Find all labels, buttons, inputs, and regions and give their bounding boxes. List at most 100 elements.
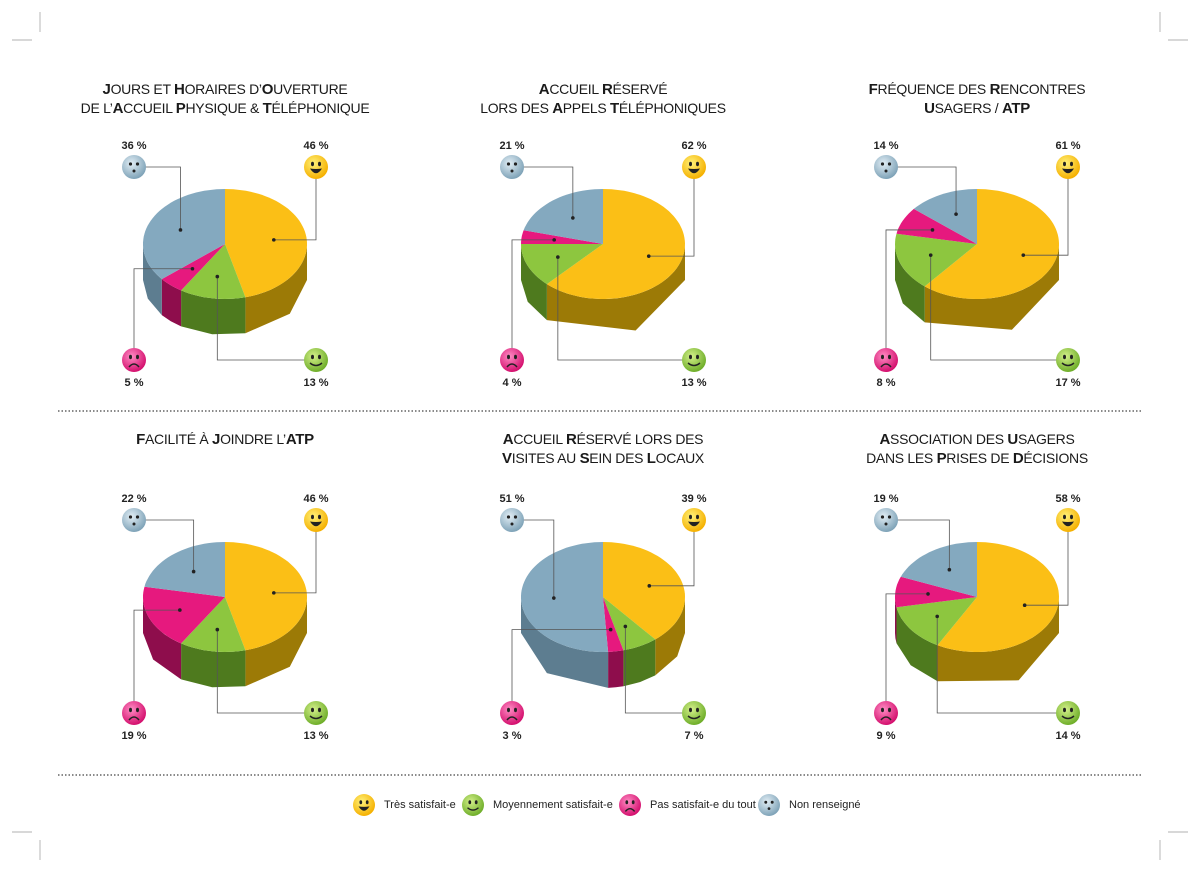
title-segment: LORS DES: [480, 100, 553, 116]
leader-dot: [552, 238, 556, 242]
title-segment: O: [261, 81, 274, 98]
chart-title-3: FRÉQUENCE DES RENCONTRES USAGERS / ATP: [797, 80, 1157, 118]
title-segment: ACILITÉ À: [145, 431, 213, 447]
face-pas-icon: [500, 348, 524, 372]
pie-chart-1: [122, 155, 328, 372]
value-label-moyen: 13 %: [681, 377, 707, 389]
leader-dot: [178, 608, 182, 612]
pie-slice-tres: [937, 542, 1059, 652]
pie-side-non: [521, 597, 609, 688]
title-segment: R: [565, 431, 577, 448]
pie-side-non: [143, 244, 162, 316]
leader-dot: [556, 255, 560, 259]
legend-item-non: Non renseigné: [757, 793, 861, 817]
value-label-moyen: 13 %: [303, 730, 329, 742]
leader-line: [511, 239, 555, 360]
pie-side-moyen: [521, 244, 547, 321]
face-tres-icon: [682, 508, 706, 532]
title-segment: F: [868, 81, 878, 98]
leader-line: [133, 609, 180, 713]
chart-title-4: FACILITÉ À JOINDRE L’ATP: [45, 430, 405, 449]
pie-side-moyen: [181, 290, 246, 335]
title-segment: CCUEIL: [549, 81, 602, 97]
legend-item-moyen: Moyennement satisfait-e: [461, 793, 613, 817]
title-segment: A: [112, 100, 124, 117]
leader-line: [134, 166, 181, 230]
face-tres-icon: [304, 508, 328, 532]
leader-line: [885, 229, 933, 360]
leader-line: [216, 629, 316, 714]
leader-line: [885, 593, 929, 713]
pie-slice-tres: [924, 189, 1059, 299]
pie-slice-tres: [225, 542, 307, 651]
legend-pas-icon: [619, 794, 641, 816]
legend-label: Non renseigné: [789, 799, 861, 811]
leader-line: [557, 257, 694, 361]
legend-item-pas: Pas satisfait-e du tout: [618, 793, 756, 817]
value-label-tres: 39 %: [681, 493, 707, 505]
legend-item-tres: Très satisfait-e: [352, 793, 456, 817]
title-segment: P: [175, 100, 186, 117]
pie-side-tres: [245, 597, 307, 687]
pie-slice-moyen: [896, 597, 977, 646]
legend-label: Moyennement satisfait-e: [493, 799, 613, 811]
title-segment: ÉSERVÉ LORS DES: [576, 431, 704, 447]
leader-dot: [623, 624, 628, 629]
title-segment: H: [174, 81, 185, 98]
leader-line: [648, 167, 695, 257]
leader-dot: [1021, 253, 1026, 257]
pie-slice-non: [144, 542, 225, 597]
leader-line: [886, 519, 950, 570]
leader-line: [134, 519, 195, 572]
value-label-moyen: 13 %: [303, 377, 329, 389]
pie-slice-non: [521, 542, 609, 652]
pie-side-moyen: [895, 244, 925, 323]
value-label-tres: 58 %: [1055, 493, 1081, 505]
title-segment: SSOCIATION DES: [890, 431, 1008, 447]
title-segment: A: [879, 431, 891, 448]
pie-slice-pas: [521, 230, 603, 244]
title-segment: RÉQUENCE DES: [877, 81, 990, 97]
face-moyen-icon: [682, 348, 706, 372]
leader-line: [624, 626, 694, 714]
leader-dot: [930, 228, 935, 232]
title-segment: ATP: [285, 431, 314, 448]
leader-line: [512, 166, 574, 218]
pie-slice-pas: [895, 576, 977, 608]
leader-line: [133, 268, 193, 360]
legend-moyen-icon: [462, 794, 484, 816]
value-label-pas: 9 %: [876, 730, 896, 742]
chart-title-5: ACCUEIL RÉSERVÉ LORS DES VISITES AU SEIN …: [423, 430, 783, 468]
pie-side-tres: [655, 597, 685, 676]
face-non-icon: [500, 155, 524, 179]
leader-dot: [178, 228, 183, 232]
face-pas-icon: [122, 701, 146, 725]
leader-line: [273, 520, 317, 594]
value-label-pas: 19 %: [121, 730, 147, 742]
legend-label: Très satisfait-e: [384, 799, 456, 811]
title-segment: T: [262, 100, 272, 117]
title-segment: F: [136, 431, 146, 448]
pie-side-moyen: [181, 643, 246, 688]
title-segment: ORAIRES D’: [184, 81, 262, 97]
title-segment: T: [610, 100, 619, 117]
leader-dot: [947, 567, 952, 572]
value-label-tres: 61 %: [1055, 140, 1081, 152]
pie-side-moyen: [896, 607, 938, 682]
leader-line: [511, 629, 611, 713]
value-label-non: 22 %: [121, 493, 147, 505]
face-tres-icon: [1056, 508, 1080, 532]
pie-slice-moyen: [521, 244, 603, 285]
pie-slice-moyen: [895, 233, 977, 287]
leader-dot: [272, 238, 276, 242]
pie-slice-non: [900, 542, 977, 597]
face-non-icon: [874, 155, 898, 179]
face-moyen-icon: [304, 348, 328, 372]
chart-title-6: ASSOCIATION DES USAGERS DANS LES PRISES D…: [797, 430, 1157, 468]
pie-slice-moyen: [181, 597, 246, 652]
leader-line: [886, 166, 957, 215]
pie-slice-tres: [225, 189, 307, 298]
value-label-tres: 62 %: [681, 140, 707, 152]
title-segment: RISES DE: [946, 450, 1013, 466]
pie-slice-moyen: [603, 597, 656, 651]
